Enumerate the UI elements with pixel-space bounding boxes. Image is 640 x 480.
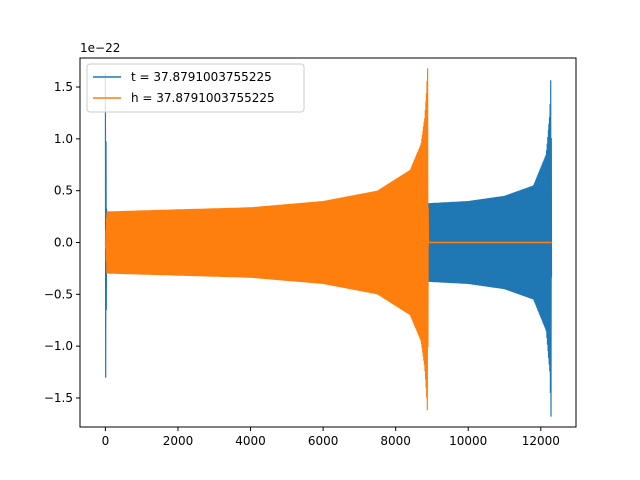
- x-tick-label: 4000: [235, 434, 266, 448]
- legend-label: t = 37.8791003755225: [131, 70, 272, 84]
- x-tick-label: 8000: [380, 434, 411, 448]
- y-axis: −1.5 −1.0 −0.5 0.0 0.5 1.0 1.5: [44, 80, 80, 405]
- y-tick-label: 0.0: [54, 236, 73, 250]
- x-tick-label: 2000: [163, 434, 194, 448]
- y-tick-label: 0.5: [54, 184, 73, 198]
- y-tick-label: 1.5: [54, 80, 73, 94]
- y-tick-label: 1.0: [54, 132, 73, 146]
- legend: t = 37.8791003755225 h = 37.8791003755225: [86, 63, 305, 113]
- x-tick-label: 0: [102, 434, 110, 448]
- y-scale-label: 1e−22: [80, 41, 120, 55]
- x-tick-label: 10000: [449, 434, 487, 448]
- x-tick-label: 12000: [522, 434, 560, 448]
- legend-label: h = 37.8791003755225: [131, 91, 275, 105]
- y-tick-label: −0.5: [44, 287, 73, 301]
- x-axis: 0 2000 4000 6000 8000 10000 12000: [102, 427, 560, 448]
- legend-box: [86, 63, 305, 113]
- x-tick-label: 6000: [308, 434, 339, 448]
- y-tick-label: −1.0: [44, 339, 73, 353]
- series-h-lines: [104, 68, 552, 411]
- y-tick-label: −1.5: [44, 391, 73, 405]
